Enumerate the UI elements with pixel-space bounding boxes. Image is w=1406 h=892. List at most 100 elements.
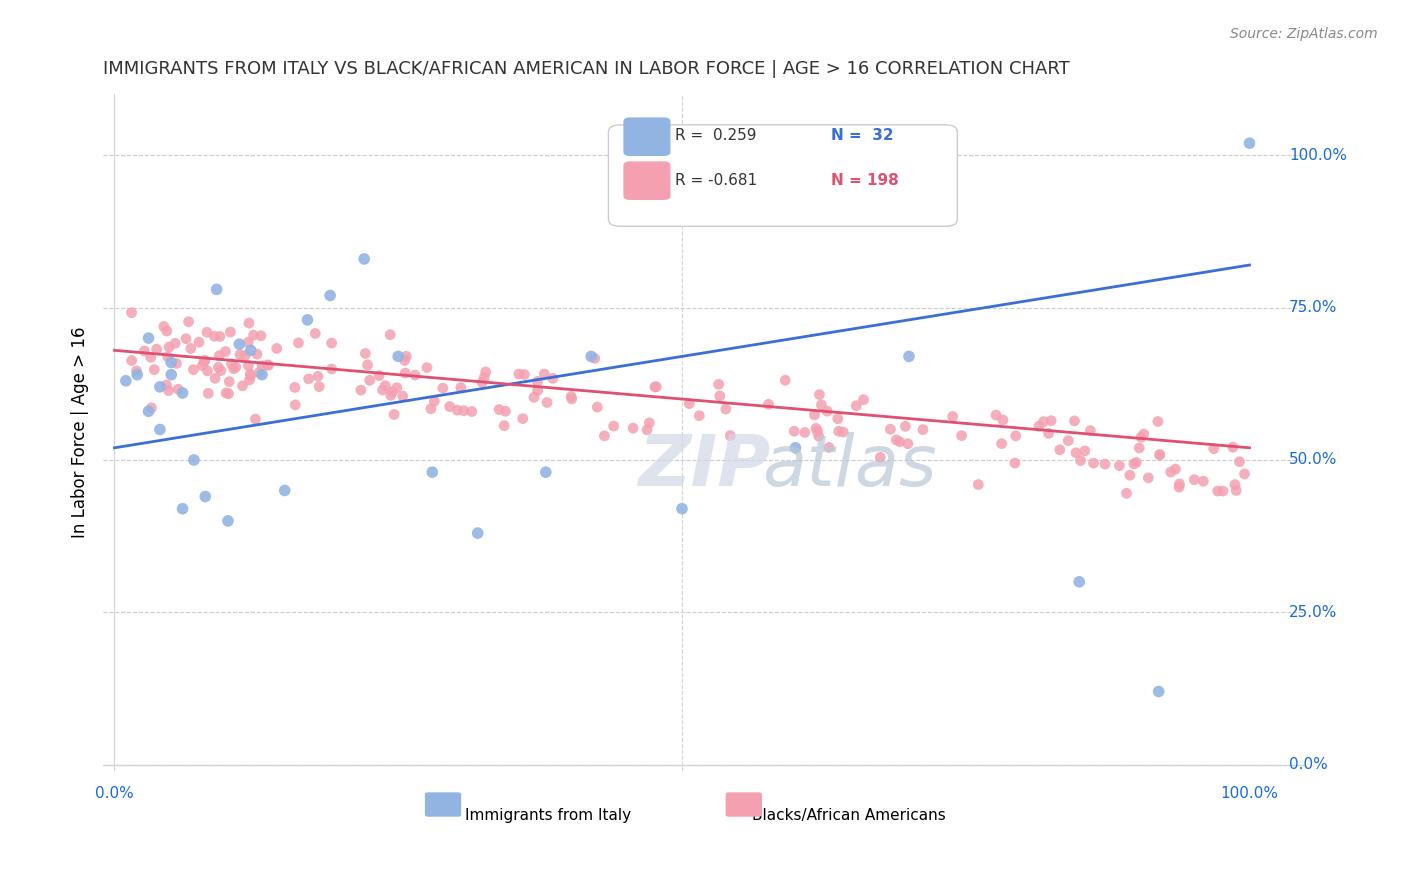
Point bbox=[1004, 429, 1026, 443]
Point bbox=[188, 335, 211, 350]
Point bbox=[526, 384, 548, 398]
Point bbox=[432, 381, 454, 395]
Point bbox=[714, 402, 737, 417]
Point bbox=[246, 347, 269, 361]
Point bbox=[1233, 467, 1256, 481]
Text: IMMIGRANTS FROM ITALY VS BLACK/AFRICAN AMERICAN IN LABOR FORCE | AGE > 16 CORREL: IMMIGRANTS FROM ITALY VS BLACK/AFRICAN A… bbox=[103, 60, 1070, 78]
Point bbox=[231, 379, 253, 393]
Point bbox=[1168, 480, 1191, 494]
Point bbox=[579, 350, 602, 364]
Point bbox=[394, 366, 416, 380]
Text: N =  32: N = 32 bbox=[831, 128, 894, 143]
Point bbox=[149, 380, 172, 394]
Point bbox=[219, 325, 242, 339]
Point bbox=[1128, 441, 1150, 455]
Point bbox=[382, 408, 405, 422]
Point bbox=[990, 436, 1012, 450]
Point bbox=[1130, 430, 1153, 444]
Point bbox=[815, 404, 838, 418]
Point bbox=[297, 313, 319, 327]
Point bbox=[149, 423, 172, 437]
Point bbox=[354, 346, 377, 360]
Point bbox=[155, 378, 177, 392]
Point bbox=[897, 436, 920, 450]
Point bbox=[494, 418, 516, 433]
Point bbox=[194, 490, 217, 504]
Point bbox=[1202, 442, 1225, 456]
Point bbox=[1239, 136, 1261, 151]
Point bbox=[1160, 465, 1182, 479]
Point bbox=[214, 344, 236, 359]
Point bbox=[121, 306, 143, 320]
Point bbox=[197, 364, 219, 378]
Point bbox=[1137, 471, 1160, 485]
Point bbox=[1063, 414, 1085, 428]
Point bbox=[242, 328, 264, 343]
Point bbox=[208, 349, 231, 363]
Point bbox=[523, 390, 546, 404]
Point bbox=[195, 325, 218, 339]
Point bbox=[785, 441, 807, 455]
Point bbox=[356, 358, 378, 372]
Point bbox=[374, 378, 396, 392]
Point bbox=[1222, 440, 1244, 454]
Text: ZIP: ZIP bbox=[638, 432, 770, 501]
Point bbox=[636, 423, 658, 437]
Point bbox=[602, 419, 624, 434]
Point bbox=[238, 316, 260, 330]
Point bbox=[228, 337, 250, 351]
Point bbox=[127, 368, 149, 382]
Point bbox=[238, 373, 260, 387]
Point bbox=[1064, 446, 1087, 460]
Point bbox=[561, 392, 583, 406]
Point bbox=[404, 368, 426, 382]
Point bbox=[245, 412, 267, 426]
Point bbox=[1040, 414, 1063, 428]
Text: 75.0%: 75.0% bbox=[1289, 301, 1337, 315]
Point bbox=[125, 364, 148, 378]
Point bbox=[984, 408, 1007, 422]
Point bbox=[371, 383, 394, 397]
Point bbox=[208, 329, 231, 343]
Point bbox=[773, 373, 796, 387]
Point bbox=[218, 386, 240, 401]
Point bbox=[818, 441, 841, 455]
Point bbox=[894, 419, 917, 434]
Point bbox=[197, 386, 219, 401]
Point bbox=[1225, 483, 1247, 498]
Point bbox=[202, 329, 225, 343]
Point bbox=[1080, 424, 1102, 438]
Point bbox=[165, 357, 187, 371]
Point bbox=[494, 404, 516, 418]
Point bbox=[359, 373, 381, 387]
Point bbox=[593, 429, 616, 443]
Point bbox=[183, 362, 205, 376]
Point bbox=[644, 380, 666, 394]
Point bbox=[160, 355, 183, 369]
Point bbox=[274, 483, 297, 498]
Point bbox=[138, 331, 160, 345]
Point bbox=[174, 332, 197, 346]
Point bbox=[560, 390, 582, 404]
Point bbox=[827, 411, 849, 425]
Point bbox=[1032, 415, 1054, 429]
Point bbox=[420, 465, 443, 479]
Point bbox=[287, 335, 309, 350]
Point bbox=[207, 360, 229, 375]
Text: Blacks/African Americans: Blacks/African Americans bbox=[752, 808, 946, 823]
Point bbox=[1164, 462, 1187, 476]
Point bbox=[138, 404, 160, 418]
Point bbox=[350, 383, 373, 397]
Point bbox=[395, 349, 418, 363]
Point bbox=[1168, 476, 1191, 491]
FancyBboxPatch shape bbox=[624, 118, 669, 155]
Point bbox=[1057, 434, 1080, 448]
Point bbox=[387, 350, 409, 364]
FancyBboxPatch shape bbox=[624, 162, 669, 199]
Point bbox=[239, 368, 262, 383]
Point bbox=[950, 428, 973, 442]
Point bbox=[177, 315, 200, 329]
Point bbox=[204, 371, 226, 385]
Point bbox=[803, 408, 825, 422]
FancyBboxPatch shape bbox=[426, 793, 460, 816]
